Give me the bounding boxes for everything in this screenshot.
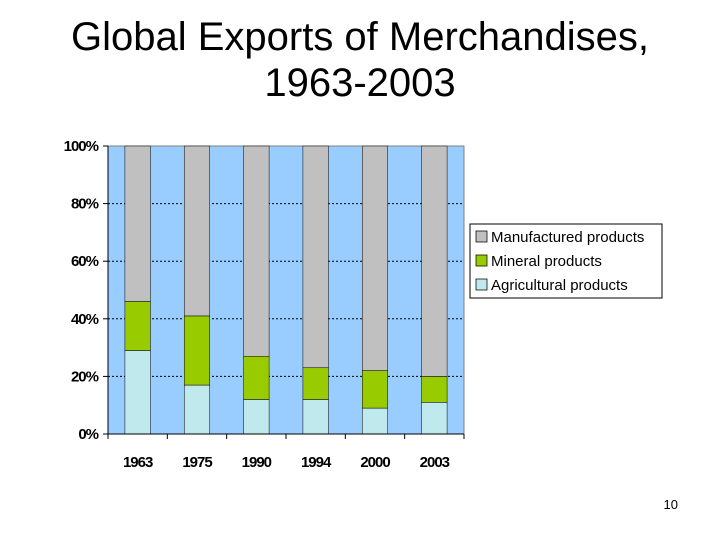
bar-segment (302, 145, 329, 369)
x-tick-label: 1994 (301, 454, 332, 471)
bar-segment (183, 384, 211, 435)
bar-segment (124, 350, 151, 435)
legend: Manufactured products Mineral products Agr… (469, 223, 663, 299)
slide-title: Global Exports of Merchandises, 1963-200… (0, 14, 720, 106)
y-tick-label: 100% (64, 138, 99, 155)
y-tick-label: 20% (71, 368, 99, 385)
title-line-2: 1963-2003 (264, 61, 456, 105)
legend-box (469, 223, 663, 299)
axes: 0% 20% 40% 60% 80% 100% 1963 1975 1990 1994 2000 20… (64, 138, 465, 471)
x-tick-label: 1975 (182, 454, 212, 471)
legend-swatch (475, 278, 488, 291)
plot-area (107, 145, 465, 435)
bar-segment (302, 399, 329, 435)
legend-swatch (475, 230, 488, 243)
bar-segment (421, 402, 448, 435)
y-tick-label: 0% (78, 426, 98, 443)
bar-segment (243, 399, 270, 435)
legend-label: Mineral products (491, 253, 602, 270)
x-tick-label: 2003 (420, 454, 450, 471)
bar-segment (421, 376, 448, 403)
bar-segment (243, 355, 270, 400)
bar-segment (361, 407, 389, 435)
bar-segment (361, 145, 389, 371)
bar-segment (124, 301, 151, 351)
y-tick-label: 60% (71, 253, 99, 270)
bar-segment (421, 145, 448, 377)
bar-segment (183, 315, 211, 386)
bar-segment (361, 370, 389, 409)
x-tick-label: 2000 (360, 454, 390, 471)
bar-segment (302, 367, 329, 400)
legend-label: Agricultural products (491, 277, 628, 294)
title-line-1: Global Exports of Merchandises, (70, 15, 650, 59)
x-tick-label: 1963 (123, 454, 153, 471)
x-tick-label: 1990 (242, 454, 272, 471)
y-tick-label: 40% (71, 311, 99, 328)
y-tick-label: 80% (71, 196, 99, 213)
page-number: 10 (663, 497, 678, 512)
bar-segment (243, 145, 270, 357)
legend-swatch (475, 254, 488, 267)
legend-label: Manufactured products (491, 229, 644, 246)
plot-background (107, 145, 465, 435)
bar-segment (124, 145, 151, 302)
bar-segment (183, 145, 211, 317)
